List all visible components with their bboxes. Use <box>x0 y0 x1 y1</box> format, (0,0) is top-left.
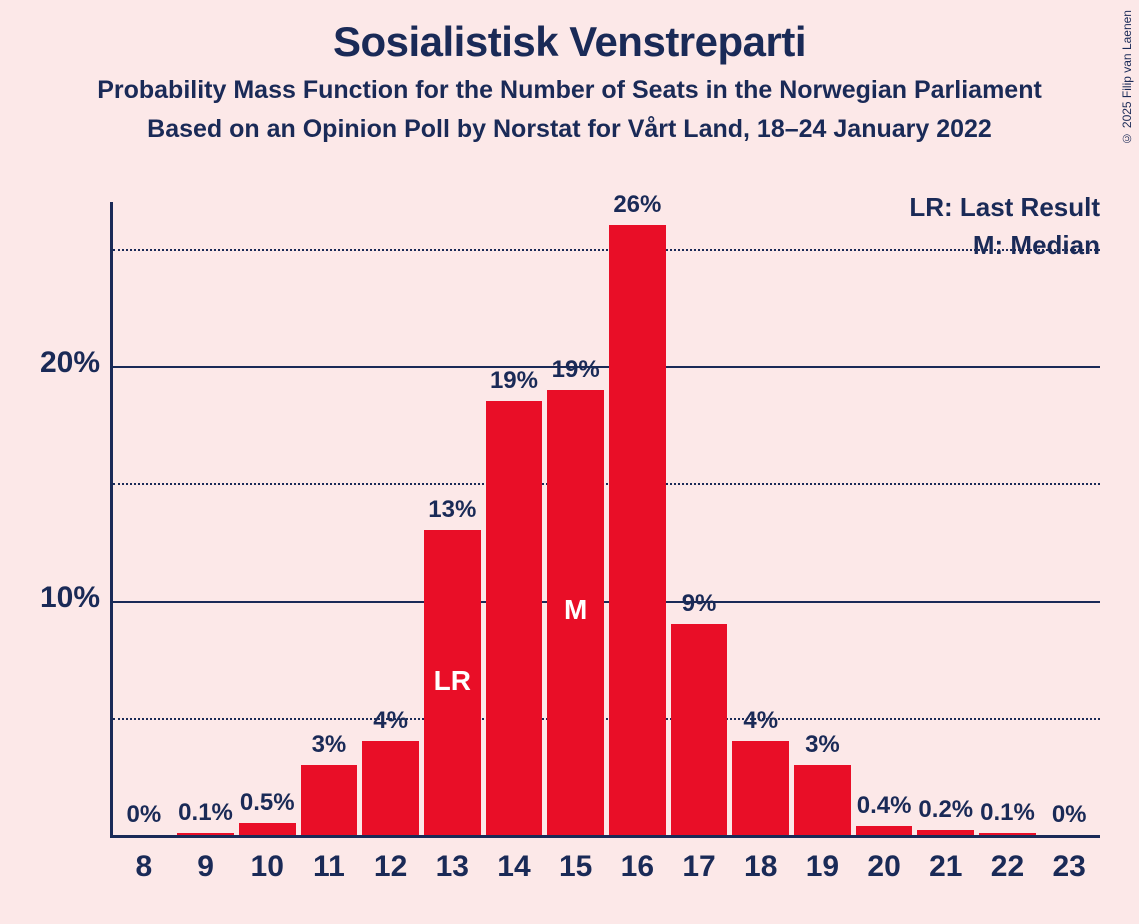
x-tick-label: 17 <box>682 850 715 884</box>
copyright-text: © 2025 Filip van Laenen <box>1120 10 1134 145</box>
bar-value-label: 0.5% <box>240 789 295 817</box>
chart-title: Sosialistisk Venstreparti <box>0 18 1139 66</box>
y-axis-line <box>110 202 113 838</box>
x-tick-label: 15 <box>559 850 592 884</box>
legend-last-result: LR: Last Result <box>909 192 1100 223</box>
x-tick-label: 23 <box>1052 850 1085 884</box>
x-tick-label: 14 <box>497 850 530 884</box>
bar <box>177 833 234 835</box>
bar <box>979 833 1036 835</box>
gridline <box>113 366 1100 368</box>
gridline <box>113 601 1100 603</box>
bar-value-label: 4% <box>743 707 778 735</box>
x-tick-label: 11 <box>313 850 345 884</box>
x-tick-label: 8 <box>136 850 153 884</box>
x-tick-label: 18 <box>744 850 777 884</box>
x-tick-label: 22 <box>991 850 1024 884</box>
x-axis-line <box>110 835 1100 838</box>
bar-value-label: 9% <box>682 590 717 618</box>
y-tick-label: 20% <box>0 346 100 380</box>
bar <box>732 741 789 835</box>
x-tick-label: 20 <box>867 850 900 884</box>
bar <box>794 765 851 835</box>
bar <box>362 741 419 835</box>
bar-marker-label: LR <box>434 665 471 697</box>
bar-value-label: 0.1% <box>178 799 233 827</box>
bar <box>486 401 543 835</box>
gridline <box>113 718 1100 720</box>
x-tick-label: 19 <box>806 850 839 884</box>
bar <box>239 823 296 835</box>
bar <box>917 830 974 835</box>
bar-value-label: 3% <box>805 731 840 759</box>
chart-subtitle-2: Based on an Opinion Poll by Norstat for … <box>0 115 1139 144</box>
gridline <box>113 483 1100 485</box>
chart-subtitle-1: Probability Mass Function for the Number… <box>0 76 1139 105</box>
chart-plot-area: LR: Last Result M: Median 10%20%0%80.1%9… <box>110 202 1100 837</box>
x-tick-label: 9 <box>197 850 214 884</box>
gridline <box>113 249 1100 251</box>
x-tick-label: 16 <box>621 850 654 884</box>
bar-value-label: 0% <box>127 801 162 829</box>
x-tick-label: 13 <box>436 850 469 884</box>
x-tick-label: 12 <box>374 850 407 884</box>
bar <box>856 826 913 835</box>
y-tick-label: 10% <box>0 581 100 615</box>
bar-value-label: 0.2% <box>918 796 973 824</box>
bar-value-label: 3% <box>312 731 347 759</box>
bar-value-label: 13% <box>428 496 476 524</box>
bar-value-label: 4% <box>373 707 408 735</box>
bar-value-label: 0.1% <box>980 799 1035 827</box>
x-tick-label: 21 <box>929 850 962 884</box>
bar <box>609 225 666 835</box>
bar <box>671 624 728 835</box>
legend-median: M: Median <box>973 230 1100 261</box>
bar-value-label: 26% <box>613 191 661 219</box>
bar <box>301 765 358 835</box>
bar-value-label: 0.4% <box>857 792 912 820</box>
bar-marker-label: M <box>564 594 587 626</box>
bar-value-label: 0% <box>1052 801 1087 829</box>
x-tick-label: 10 <box>251 850 284 884</box>
bar-value-label: 19% <box>552 356 600 384</box>
bar-value-label: 19% <box>490 367 538 395</box>
